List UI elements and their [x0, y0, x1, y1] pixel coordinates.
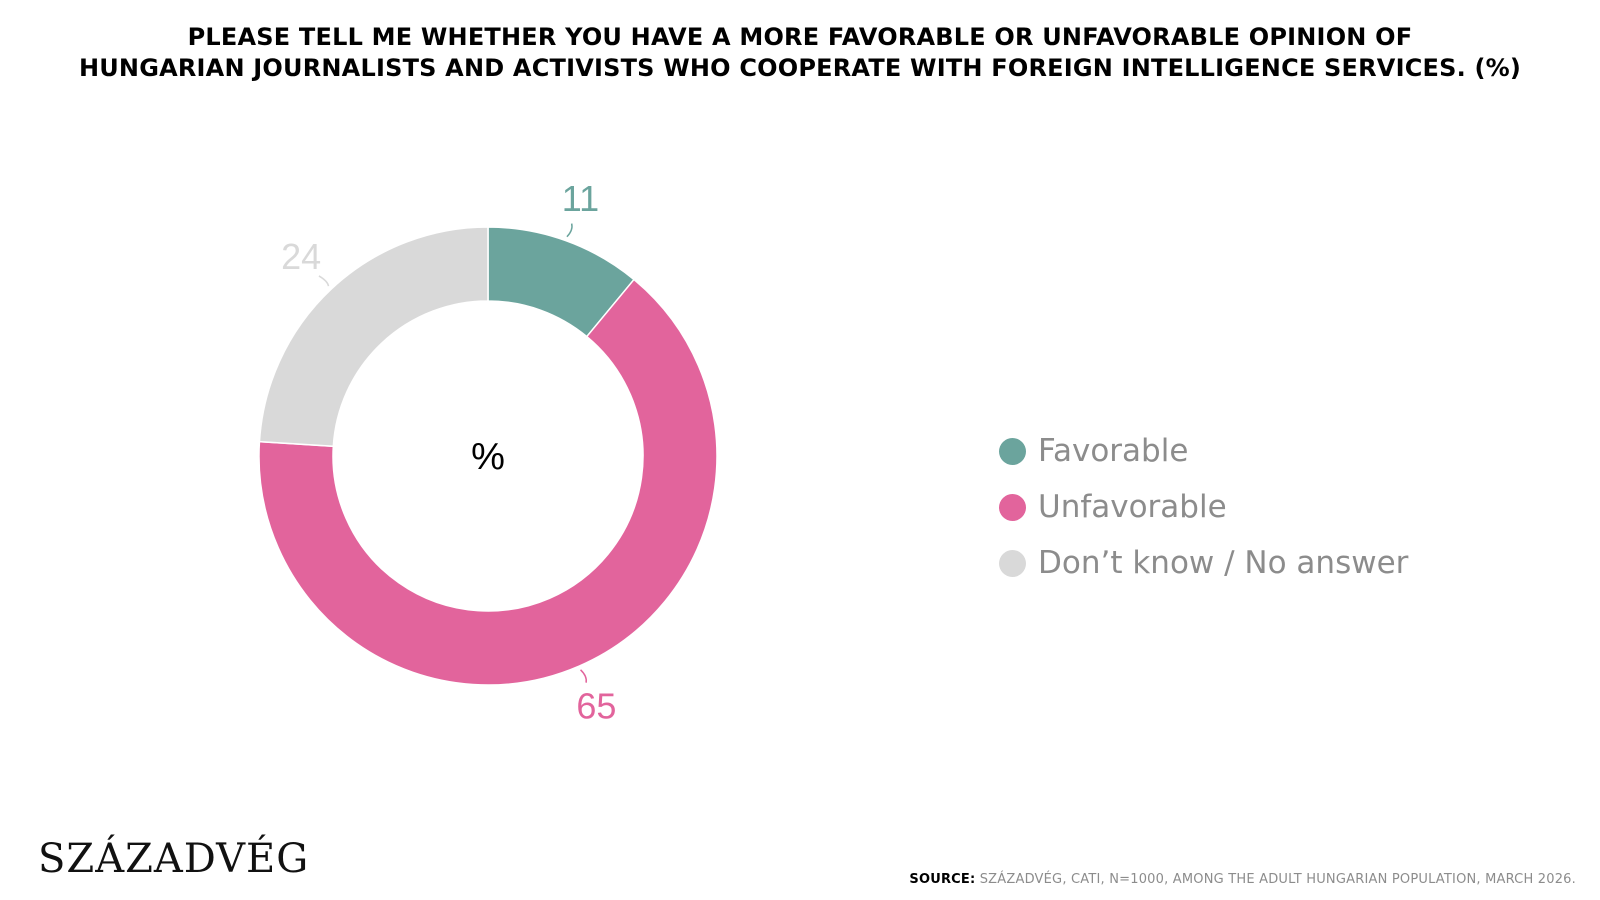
legend-swatch-unfavorable: [999, 493, 1026, 521]
legend-item-dont-know: Don’t know / No answer: [999, 535, 1408, 591]
chart-title-line-2: HUNGARIAN JOURNALISTS AND ACTIVISTS WHO …: [78, 54, 1522, 82]
data-label-favorable: 11: [562, 178, 599, 219]
donut-center-label: %: [471, 436, 505, 478]
legend-item-unfavorable: Unfavorable: [999, 479, 1408, 535]
legend-label-favorable: Favorable: [1038, 433, 1189, 469]
szazadveg-logo: SZÁZADVÉG: [38, 836, 310, 882]
data-label-unfavorable: 65: [576, 686, 616, 727]
leader-line-don-t-know-no-answer: [318, 275, 330, 287]
source-key: SOURCE:: [909, 872, 976, 887]
label-leader-lines: [318, 223, 588, 683]
legend-label-dont-know: Don’t know / No answer: [1038, 545, 1409, 581]
legend-swatch-dont-know: [999, 549, 1026, 577]
legend-item-favorable: Favorable: [999, 423, 1408, 479]
chart-legend: Favorable Unfavorable Don’t know / No an…: [999, 423, 1408, 591]
chart-title-line-1: PLEASE TELL ME WHETHER YOU HAVE A MORE F…: [187, 23, 1413, 51]
donut-slices: [258, 226, 718, 686]
chart-title: PLEASE TELL ME WHETHER YOU HAVE A MORE F…: [0, 22, 1600, 84]
legend-label-unfavorable: Unfavorable: [1038, 489, 1227, 525]
data-labels: 11 65 24: [281, 178, 616, 726]
leader-line-favorable: [566, 223, 573, 238]
leader-line-unfavorable: [580, 669, 588, 683]
donut-slice-unfavorable: [258, 278, 718, 686]
legend-swatch-favorable: [999, 437, 1026, 465]
donut-slice-don-t-know-no-answer: [258, 226, 489, 448]
source-note: SOURCE: SZÁZADVÉG, CATI, N=1000, AMONG T…: [909, 872, 1576, 887]
data-label-don-t-know-no-answer: 24: [281, 236, 321, 277]
source-text: SZÁZADVÉG, CATI, N=1000, AMONG THE ADULT…: [975, 872, 1576, 887]
